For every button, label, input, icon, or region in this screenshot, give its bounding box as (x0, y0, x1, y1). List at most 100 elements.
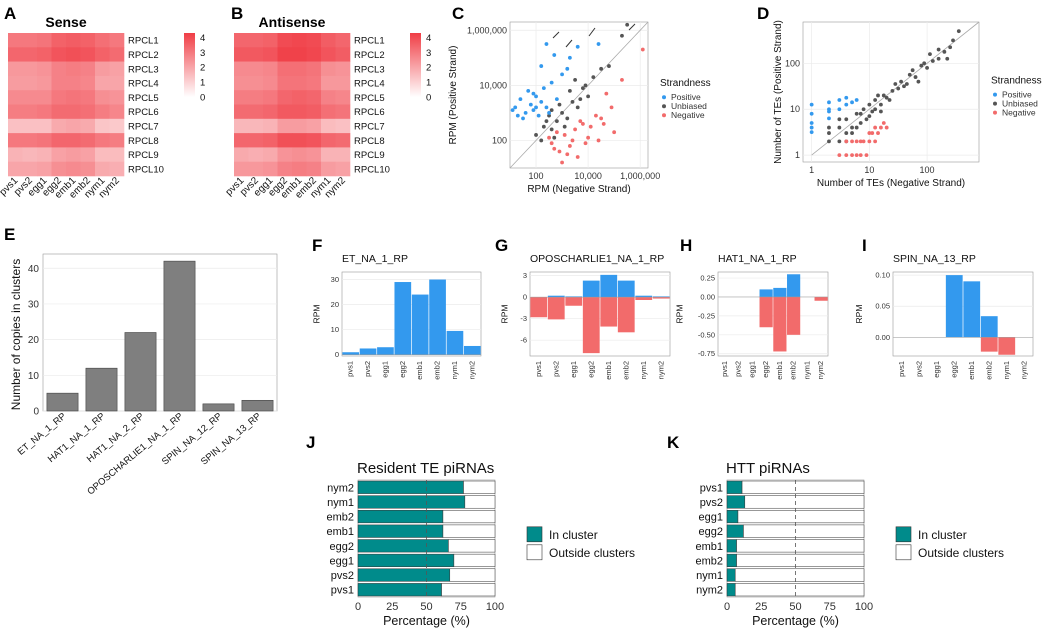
heatmap-cell (277, 118, 293, 134)
scatter-point-positive (837, 107, 842, 112)
heatmap-row-label: RPCL3 (354, 64, 385, 75)
scatter-point-negative (864, 153, 869, 158)
scatter-point-unbiased (858, 121, 863, 125)
scatter-point-positive (809, 121, 814, 125)
heatmap-cell (306, 47, 322, 62)
scatter-point-unbiased (879, 102, 883, 107)
scatter-point-negative (583, 141, 588, 146)
x-tick-label: nym1 (802, 361, 811, 379)
heatmap-cell (335, 33, 351, 48)
legend-point (993, 110, 997, 115)
scatter-point-unbiased (922, 61, 927, 66)
heatmap-cell (80, 133, 96, 148)
heatmap-cell (66, 118, 81, 134)
scatter-point-negative (867, 131, 872, 135)
legend-label: Positive (671, 92, 701, 102)
scatter-point-negative (594, 113, 598, 118)
scatter-point-negative (609, 105, 614, 110)
heatmap-cell (37, 104, 52, 120)
scatter-point-unbiased (837, 125, 842, 130)
heatmap-cell (95, 133, 110, 148)
scatter-point-positive (567, 55, 572, 60)
heatmap-cell (248, 33, 264, 48)
x-tick-label: nym2 (656, 361, 665, 379)
y-tick-label: pvs1 (331, 585, 354, 597)
heatmap-cell (292, 104, 307, 120)
bar-outside-clusters (448, 539, 496, 553)
legend-point (662, 95, 666, 100)
y-tick-label: pvs2 (700, 497, 723, 509)
x-tick-label: pvs2 (734, 361, 743, 377)
heatmap-cell (306, 61, 322, 77)
y-tick-label: 1 (795, 150, 800, 160)
scatter-point-negative (640, 47, 645, 52)
bar-positive (446, 330, 464, 355)
scatter-point-negative (588, 124, 593, 129)
y-tick-label: -3 (520, 314, 527, 323)
heatmap-cell (321, 104, 336, 120)
heatmap-cell (234, 90, 249, 105)
scatter-point-unbiased (827, 125, 831, 130)
scatter-point-positive (534, 94, 538, 99)
heatmap-cell (263, 161, 278, 177)
heatmap-cell (95, 61, 110, 77)
scatter-point-unbiased (573, 77, 577, 82)
heatmap-cell (248, 147, 264, 162)
scatter-point-unbiased (827, 139, 831, 144)
bar-outside-clusters (734, 568, 865, 582)
chart-title: ET_NA_1_RP (342, 253, 408, 265)
legend-swatch (526, 544, 543, 561)
scatter-point-unbiased (850, 125, 854, 130)
heatmap-cell (109, 147, 125, 162)
bar-positive (963, 281, 981, 338)
scatter-point-positive (827, 109, 831, 114)
scatter-point-negative (565, 152, 570, 157)
scatter-point-positive (510, 108, 515, 113)
heatmap-row-label: RPCL8 (354, 136, 385, 147)
heatmap-cell (109, 90, 125, 105)
heatmap-row-label: RPCL1 (128, 36, 159, 47)
legend-label: Unbiased (671, 101, 707, 111)
scatter-point-negative (873, 125, 878, 130)
heatmap-cell (22, 47, 38, 62)
scatter-point-negative (861, 139, 866, 144)
scatter-point-unbiased (581, 86, 585, 91)
scatter-point-positive (596, 42, 601, 46)
x-tick-label: pvs1 (897, 361, 906, 377)
heatmap-cell (95, 33, 110, 48)
scatter-point-unbiased (930, 59, 935, 63)
heatmap-cell (95, 47, 110, 62)
scatter-point-positive (850, 100, 854, 105)
heatmap-cell (66, 47, 81, 62)
scatter-point-unbiased (910, 68, 915, 73)
heatmap-cell (80, 75, 96, 91)
scatter-point-positive (534, 105, 538, 110)
bar-negative (582, 297, 600, 354)
heatmap-cell (95, 104, 110, 120)
y-tick-label: 30 (28, 299, 40, 310)
legend-label: Positive (1002, 90, 1032, 100)
scatter-point-unbiased (620, 33, 624, 38)
x-tick-label: egg1 (747, 361, 756, 378)
x-tick-label: 1,000,000 (620, 171, 660, 181)
chart-title: SPIN_NA_13_RP (893, 253, 976, 265)
scatter-point-negative (884, 125, 889, 130)
x-tick-label: 100 (529, 171, 544, 181)
x-tick-label: 10 (864, 165, 874, 175)
heatmap-cell (277, 75, 293, 91)
panel-label-C: C (452, 4, 464, 23)
heatmap-row-label: RPCL7 (354, 121, 385, 132)
bar-in-cluster (357, 495, 466, 509)
y-axis-label: RPM (854, 305, 864, 324)
scatter-point-unbiased (552, 135, 557, 140)
scatter-point-negative (881, 121, 886, 125)
panel-label-H: H (680, 236, 692, 255)
legend-swatch (895, 544, 912, 561)
scatter-point-positive (809, 102, 814, 107)
heatmap-cell (51, 47, 67, 62)
heatmap-cell (80, 61, 96, 77)
scatter-point-negative (567, 144, 572, 148)
scatter-point-negative (599, 116, 604, 121)
scatter-point-negative (854, 139, 859, 144)
scatter-point-positive (526, 88, 531, 93)
